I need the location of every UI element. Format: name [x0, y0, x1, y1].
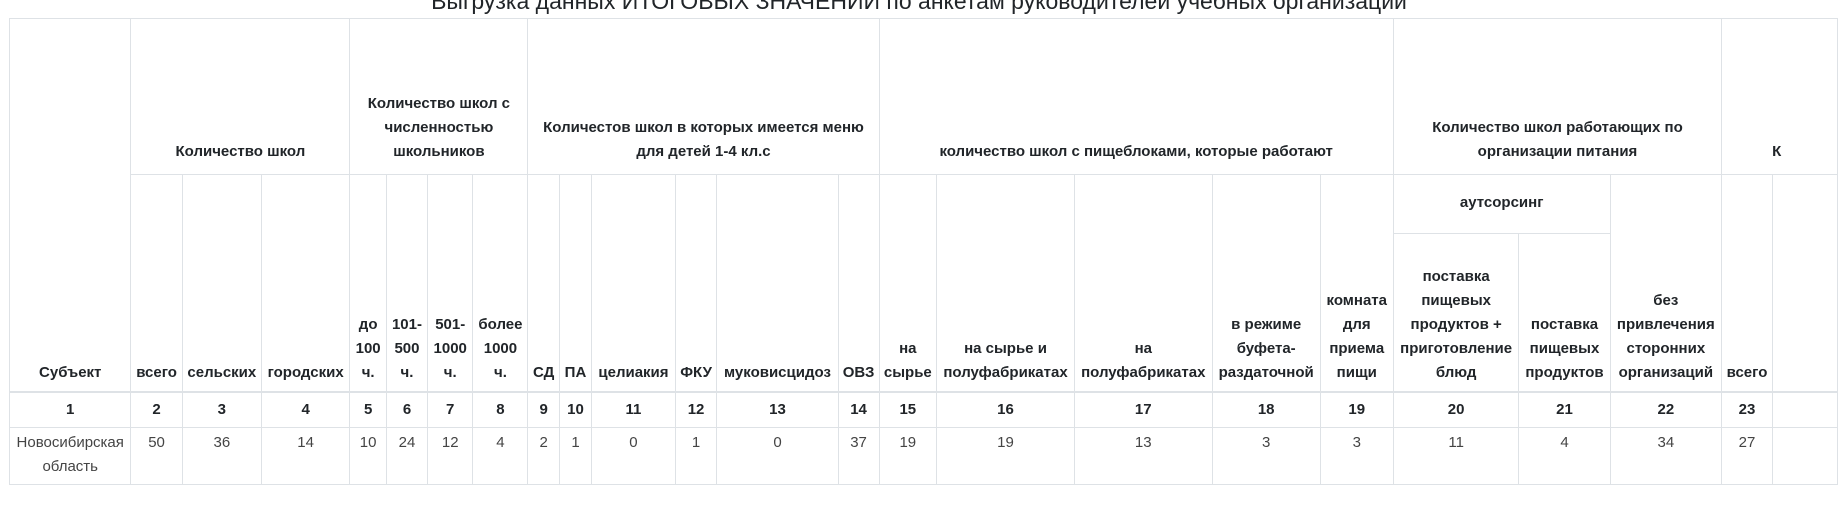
column-number: 19	[1319, 390, 1394, 428]
value-cell: 1	[558, 426, 593, 485]
column-number-row: 1 2 3 4 5 6 7 8 9 10 11 12 13 14 15 16 17 18 19 20 21 22 23	[8, 390, 1838, 428]
data-row: Новосибирская область 50 36 14 10 24 12 4 2 1 0 1 0 3…	[8, 426, 1838, 485]
column-number: 1	[8, 390, 132, 428]
value-cell: 4	[472, 426, 529, 485]
results-table: Субъект Количество школ Количество школ с …	[8, 18, 1838, 485]
column-header: на сырье	[878, 174, 938, 392]
column-number: 10	[558, 390, 593, 428]
column-header: муковисцидоз	[716, 174, 839, 392]
value-cell: 14	[260, 426, 351, 485]
column-header: целиакия	[591, 174, 676, 392]
column-number: 14	[837, 390, 880, 428]
column-header: всего	[130, 174, 183, 392]
group-header: Количество школ	[130, 18, 351, 175]
value-cell: 27	[1721, 426, 1773, 485]
column-header: 101-500 ч.	[385, 174, 428, 392]
column-header: поставка пищевых продуктов	[1518, 233, 1611, 392]
column-header: всего	[1721, 174, 1773, 392]
page-title: Выгрузка данных ИТОГОВЫХ ЗНАЧЕНИЙ по анк…	[431, 0, 1407, 14]
value-cell: 11	[1392, 426, 1520, 485]
column-header: на полуфабрикатах	[1073, 174, 1213, 392]
column-header: более 1000 ч.	[472, 174, 529, 392]
column-number: 7	[426, 390, 474, 428]
value-cell: 34	[1609, 426, 1723, 485]
value-cell-clipped	[1771, 426, 1838, 485]
header-row: поставка пищевых продуктов + приготовлен…	[10, 233, 1838, 392]
subject-header: Субъект	[8, 18, 132, 392]
column-header: СД	[527, 174, 560, 392]
column-number: 23	[1721, 390, 1773, 428]
column-number: 12	[674, 390, 718, 428]
column-header: поставка пищевых продуктов + приготовлен…	[1392, 233, 1520, 392]
column-number: 6	[385, 390, 428, 428]
column-header: до 100 ч.	[349, 174, 387, 392]
outsourcing-header: аутсорсинг	[1392, 174, 1611, 234]
value-cell: 36	[181, 426, 262, 485]
group-header: Количестов школ в которых имеется меню д…	[527, 18, 880, 175]
column-number: 2	[130, 390, 183, 428]
group-header: количество школ с пищеблоками, которые р…	[878, 18, 1394, 175]
region-cell: Новосибирская область	[8, 426, 132, 485]
value-cell: 3	[1319, 426, 1394, 485]
header-row: Субъект Количество школ Количество школ с …	[8, 18, 1838, 392]
column-header: сельских	[181, 174, 262, 392]
column-number: 9	[527, 390, 560, 428]
column-header: ПА	[558, 174, 593, 392]
column-number: 3	[181, 390, 262, 428]
group-header: Количество школ с численностью школьнико…	[349, 18, 529, 175]
column-number: 21	[1518, 390, 1611, 428]
column-header-clipped	[1771, 174, 1838, 392]
column-number: 20	[1392, 390, 1520, 428]
group-header: К	[1721, 18, 1838, 175]
value-cell: 2	[527, 426, 560, 485]
column-number-clipped	[1771, 390, 1838, 428]
value-cell: 13	[1073, 426, 1213, 485]
column-header: ФКУ	[674, 174, 718, 392]
value-cell: 0	[591, 426, 676, 485]
column-header: без привлечения сторонних организаций	[1609, 174, 1723, 392]
value-cell: 3	[1211, 426, 1321, 485]
column-number: 16	[936, 390, 1075, 428]
value-cell: 19	[878, 426, 938, 485]
column-header: городских	[260, 174, 351, 392]
column-header: в режиме буфета-раздаточной	[1211, 174, 1321, 392]
column-number: 18	[1211, 390, 1321, 428]
value-cell: 0	[716, 426, 839, 485]
column-header: комната для приема пищи	[1319, 174, 1394, 392]
value-cell: 50	[130, 426, 183, 485]
column-header: на сырье и полуфабрикатах	[936, 174, 1075, 392]
column-number: 13	[716, 390, 839, 428]
column-header: 501-1000 ч.	[426, 174, 474, 392]
column-number: 5	[349, 390, 387, 428]
group-header: Количество школ работающих по организаци…	[1392, 18, 1723, 175]
header-row: всего сельских городских до 100 ч. 101-500 ч…	[10, 174, 1838, 392]
value-cell: 1	[674, 426, 718, 485]
value-cell: 4	[1518, 426, 1611, 485]
column-number: 8	[472, 390, 529, 428]
value-cell: 24	[385, 426, 428, 485]
value-cell: 12	[426, 426, 474, 485]
column-number: 15	[878, 390, 938, 428]
value-cell: 19	[936, 426, 1075, 485]
column-number: 22	[1609, 390, 1723, 428]
column-number: 17	[1073, 390, 1213, 428]
value-cell: 10	[349, 426, 387, 485]
column-number: 11	[591, 390, 676, 428]
value-cell: 37	[837, 426, 880, 485]
column-number: 4	[260, 390, 351, 428]
column-header: ОВЗ	[837, 174, 880, 392]
